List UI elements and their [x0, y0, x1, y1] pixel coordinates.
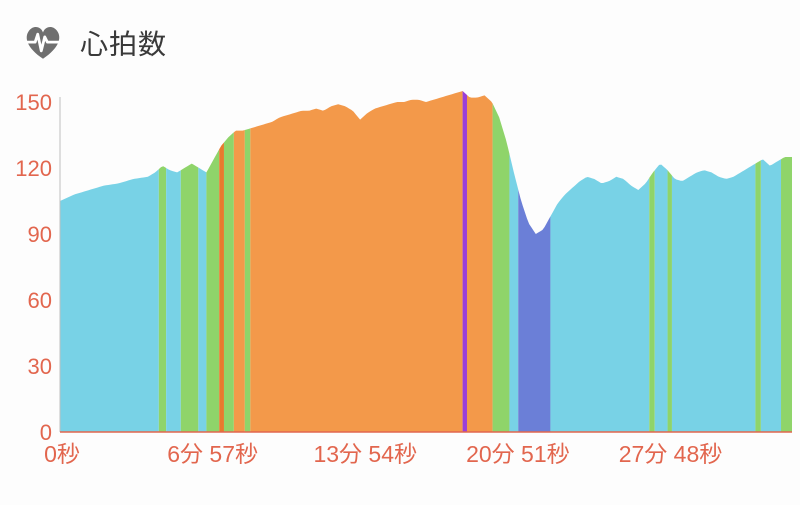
y-tick-label: 30: [28, 354, 52, 379]
y-tick-label: 120: [15, 156, 52, 181]
x-tick-label: 6分 57秒: [167, 441, 258, 467]
zone-band: [655, 165, 668, 432]
zone-band: [493, 104, 510, 432]
zone-band: [245, 128, 250, 432]
zone-band: [166, 168, 181, 432]
heart-rate-chart: 0306090120150 0秒6分 57秒13分 54秒20分 51秒27分 …: [0, 0, 800, 505]
zone-band: [781, 157, 792, 432]
zone-band: [219, 142, 224, 432]
zone-band: [60, 169, 159, 432]
zone-band: [467, 95, 493, 432]
zone-band: [761, 159, 781, 432]
y-tick-label: 90: [28, 222, 52, 247]
zone-band: [159, 166, 166, 432]
zone-band: [518, 190, 550, 432]
zone-band: [234, 130, 245, 432]
x-tick-label: 20分 51秒: [466, 441, 570, 467]
y-tick-label: 150: [15, 90, 52, 115]
x-tick-label: 0秒: [44, 441, 80, 467]
zone-band: [198, 168, 206, 432]
zone-band: [649, 170, 654, 432]
y-axis: 0306090120150: [15, 90, 52, 445]
zone-band: [250, 91, 462, 432]
x-tick-label: 13分 54秒: [313, 441, 417, 467]
x-axis: 0秒 6分 57秒 13分 54秒 20分 51秒 27分 48秒: [44, 441, 722, 467]
zone-band: [463, 91, 467, 432]
zone-fills: [60, 91, 792, 432]
zone-band: [224, 132, 234, 432]
zone-band: [668, 170, 672, 432]
zone-band: [672, 164, 755, 432]
zone-band: [181, 164, 199, 432]
x-tick-label: 27分 48秒: [619, 441, 723, 467]
y-tick-label: 60: [28, 288, 52, 313]
zone-band: [509, 154, 518, 432]
heart-rate-card: 心拍数 0306090120150 0秒6分 57秒13分 54秒20分 51秒…: [0, 0, 800, 505]
zone-band: [550, 177, 649, 432]
zone-band: [206, 149, 219, 432]
zone-band: [755, 160, 760, 432]
